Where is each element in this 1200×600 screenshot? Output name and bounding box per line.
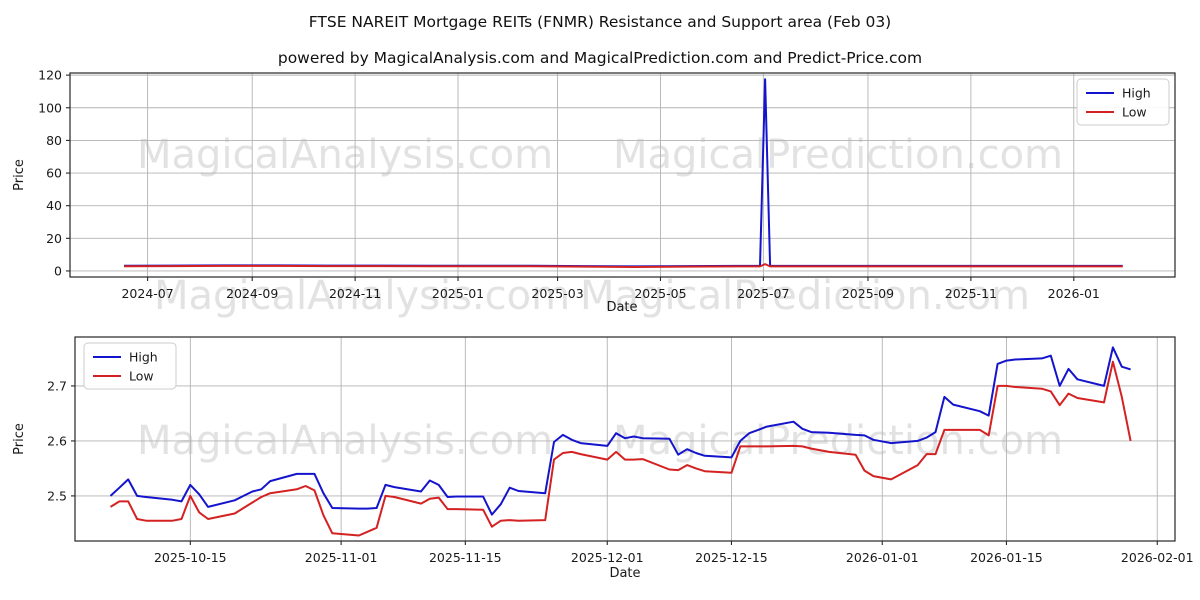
x-axis-label: Date (606, 300, 637, 315)
x-tick-label: 2025-03 (531, 286, 583, 301)
y-axis-label: Price (12, 423, 27, 455)
x-tick-label: 2025-11-15 (429, 550, 502, 565)
watermark-text: MagicalPrediction.com (580, 273, 1030, 319)
watermark-text: MagicalAnalysis.com (154, 273, 570, 319)
x-tick-label: 2026-01-01 (846, 550, 919, 565)
x-tick-label: 2026-02-01 (1121, 550, 1194, 565)
y-tick-label: 80 (46, 133, 62, 148)
x-tick-label: 2025-11 (945, 286, 997, 301)
x-tick-label: 2025-07 (737, 286, 789, 301)
x-tick-label: 2025-12-15 (695, 550, 768, 565)
plot-border (69, 72, 1176, 278)
y-axis-label: Price (12, 159, 27, 191)
legend-box (1076, 78, 1170, 126)
x-tick-label: 2026-01 (1048, 286, 1100, 301)
legend-label: High (1122, 86, 1151, 101)
watermark-text: MagicalPrediction.com (613, 132, 1063, 178)
x-tick-label: 2025-12-01 (571, 550, 644, 565)
figure-subtitle: powered by MagicalAnalysis.com and Magic… (277, 49, 923, 67)
x-tick-label: 2025-01 (432, 286, 484, 301)
y-tick-label: 2.6 (47, 433, 67, 448)
x-tick-label: 2024-11 (329, 286, 381, 301)
y-tick-label: 60 (46, 166, 62, 181)
low-line (123, 263, 1123, 268)
y-tick-label: 100 (38, 100, 62, 115)
legend-label: Low (129, 369, 154, 384)
x-tick-label: 2026-01-15 (970, 550, 1043, 565)
legend-label: Low (1122, 105, 1147, 120)
x-tick-label: 2024-07 (121, 286, 173, 301)
x-tick-label: 2025-10-15 (154, 550, 227, 565)
figure-title: FTSE NAREIT Mortgage REITs (FNMR) Resist… (308, 13, 892, 31)
legend-box (83, 342, 177, 390)
watermark-text: MagicalAnalysis.com (137, 132, 553, 178)
high-line (109, 346, 1131, 516)
plot-border (74, 336, 1176, 542)
y-tick-label: 40 (46, 198, 62, 213)
x-tick-label: 2025-11-01 (305, 550, 378, 565)
y-tick-label: 120 (38, 68, 62, 83)
y-tick-label: 2.7 (47, 378, 67, 393)
x-tick-label: 2025-05 (634, 286, 686, 301)
x-axis-label: Date (609, 566, 640, 581)
legend-label: High (129, 350, 158, 365)
y-tick-label: 0 (54, 263, 62, 278)
x-tick-label: 2025-09 (842, 286, 894, 301)
y-tick-label: 2.5 (47, 488, 67, 503)
low-line (109, 360, 1132, 537)
x-tick-label: 2024-09 (226, 286, 278, 301)
y-tick-label: 20 (46, 231, 62, 246)
